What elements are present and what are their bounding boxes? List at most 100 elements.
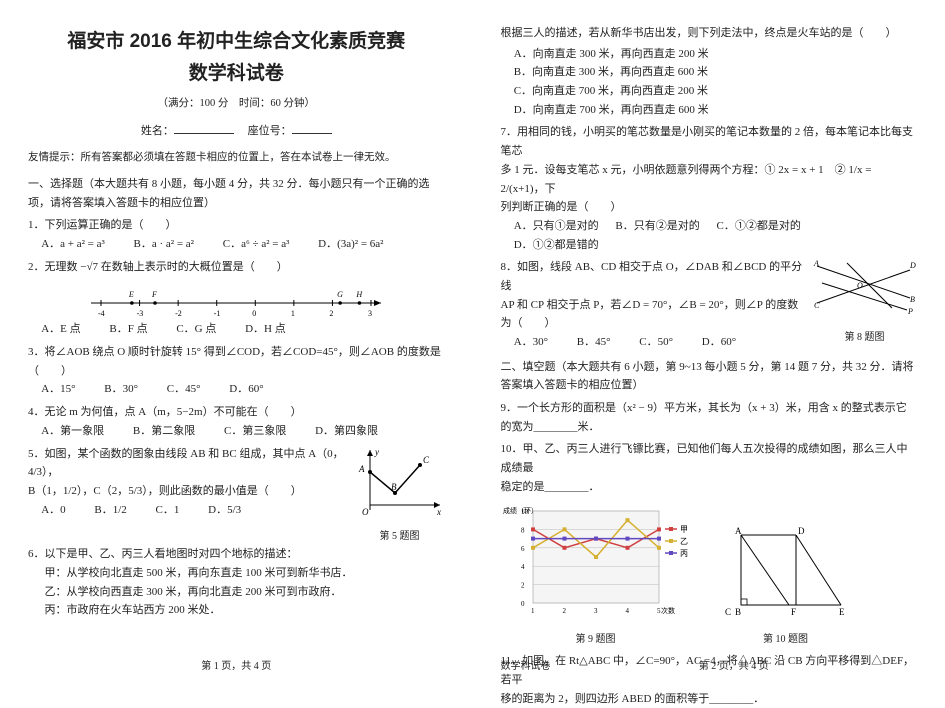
svg-text:2: 2 (330, 309, 334, 318)
q3-opt-b: B．30° (104, 380, 138, 399)
svg-text:6: 6 (521, 544, 525, 552)
q6-line-3: 丙：市政府在火车站西方 200 米处． (45, 601, 445, 620)
q8-figure: A C D B P O (812, 258, 917, 320)
q3-opt-c: C．45° (167, 380, 201, 399)
q6-continued: 根据三人的描述，若从新华书店出发，则下列走法中，终点是火车站的是（ ） A．向南… (501, 24, 918, 119)
seat-label: 座位号： (248, 125, 292, 137)
footer-p2: 第 2 页，共 4 页 (699, 661, 769, 672)
svg-text:2: 2 (562, 607, 566, 615)
q7: 7．用相同的钱，小明买的笔芯数量是小刚买的笔记本数量的 2 倍，每本笔记本比每支… (501, 123, 918, 254)
section-2-heading: 二、填空题（本大题共有 6 小题，第 9~13 每小题 5 分，第 14 题 7… (501, 358, 918, 395)
q6-cont-text: 根据三人的描述，若从新华书店出发，则下列走法中，终点是火车站的是（ ） (501, 24, 918, 43)
q9: 9．一个长方形的面积是（x² − 9）平方米，其长为（x + 3）米，用含 x … (501, 399, 918, 436)
svg-text:C: C (423, 455, 430, 465)
q10-text-a: 10．甲、乙、丙三人进行飞镖比赛，已知他们每人五次投得的成绩如图，那么三人中成绩… (501, 440, 918, 477)
svg-text:O: O (362, 507, 369, 517)
q7-opt-b: B．只有②是对的 (615, 217, 699, 236)
exam-title-1: 福安市 2016 年初中生综合文化素质竞赛 (28, 26, 445, 58)
svg-text:0: 0 (253, 309, 257, 318)
q8-opt-d: D．60° (702, 333, 736, 352)
q10-text-b: 稳定的是________． (501, 478, 918, 497)
q1-opt-c: C．a⁶ ÷ a² = a³ (223, 235, 290, 254)
name-line: 姓名： 座位号： (28, 122, 445, 141)
svg-text:4: 4 (521, 563, 525, 571)
svg-text:B: B (735, 607, 741, 617)
svg-text:x: x (436, 507, 441, 517)
friendly-hint: 友情提示：所有答案都必须填在答题卡相应的位置上，答在本试卷上一律无效。 (28, 149, 445, 167)
q7-text-a: 7．用相同的钱，小明买的笔芯数量是小刚买的笔记本数量的 2 倍，每本笔记本比每支… (501, 123, 918, 160)
q5-opt-a: A．0 (41, 501, 65, 520)
q1-opt-a: A．a + a² = a³ (41, 235, 105, 254)
section-1-heading: 一、选择题（本大题共有 8 小题，每小题 4 分，共 32 分．每小题只有一个正… (28, 175, 445, 212)
seat-blank (292, 122, 332, 134)
q4-opt-a: A．第一象限 (41, 422, 104, 441)
q8-opt-a: A．30° (514, 333, 548, 352)
q4-opt-b: B．第二象限 (133, 422, 195, 441)
svg-text:3: 3 (594, 607, 598, 615)
q5: x y O A B C 第 5 题图 5．如图，某个函数的图象由线段 AB 和 … (28, 445, 445, 520)
svg-text:1: 1 (291, 309, 295, 318)
q2-opt-c: C．G 点 (176, 320, 216, 339)
svg-text:H: H (356, 290, 364, 299)
exam-title-2: 数学科试卷 (28, 58, 445, 90)
svg-text:-1: -1 (214, 309, 221, 318)
page-1: 福安市 2016 年初中生综合文化素质竞赛 数学科试卷 （满分：100 分 时间… (0, 0, 473, 683)
q3-text: 3．将∠AOB 绕点 O 顺时针旋转 15° 得到∠COD，若∠COD=45°，… (28, 343, 445, 380)
q3-opt-d: D．60° (229, 380, 263, 399)
footer-page-1: 第 1 页，共 4 页 (28, 658, 445, 675)
svg-text:丙: 丙 (680, 549, 688, 558)
svg-text:成绩（环）: 成绩（环） (503, 506, 538, 515)
svg-text:1: 1 (531, 607, 535, 615)
svg-text:F: F (151, 290, 157, 299)
q5-opt-b: B．1/2 (94, 501, 126, 520)
q6-text: 6．以下是甲、乙、丙三人看地图时对四个地标的描述： (28, 545, 445, 564)
svg-text:D: D (798, 526, 805, 536)
q10: 10．甲、乙、丙三人进行飞镖比赛，已知他们每人五次投得的成绩如图，那么三人中成绩… (501, 440, 918, 648)
svg-text:y: y (374, 447, 379, 457)
q2-text: 2．无理数 −√7 在数轴上表示时的大概位置是（ ） (28, 258, 445, 277)
q3-opt-a: A．15° (41, 380, 75, 399)
q3: 3．将∠AOB 绕点 O 顺时针旋转 15° 得到∠COD，若∠COD=45°，… (28, 343, 445, 399)
q1-opt-d: D．(3a)² = 6a² (318, 235, 383, 254)
q10-chart-block: 024681012345成绩（环）次数甲乙丙 第 9 题图 (501, 503, 691, 649)
svg-text:C: C (725, 607, 731, 617)
svg-text:0: 0 (521, 600, 525, 608)
q10-quad-block: A D B C F E 第 10 题图 (721, 523, 851, 649)
q8: A C D B P O 第 8 题图 8．如图，线段 AB、CD 相交于点 O，… (501, 258, 918, 351)
q6-line-2: 乙：从学校向西直走 300 米，再向北直走 200 米可到市政府． (45, 583, 445, 602)
line-chart: 024681012345成绩（环）次数甲乙丙 (501, 503, 691, 623)
q6-opt-b: B．向南直走 300 米，再向西直走 600 米 (514, 63, 708, 82)
q6-line-1: 甲：从学校向北直走 500 米，再向东直走 100 米可到新华书店． (45, 564, 445, 583)
fig10-caption: 第 10 题图 (721, 631, 851, 648)
svg-text:4: 4 (625, 607, 629, 615)
quad-figure: A D B C F E (721, 523, 851, 623)
svg-text:G: G (337, 290, 343, 299)
fig9-caption: 第 9 题图 (501, 631, 691, 648)
q2-opt-a: A．E 点 (41, 320, 80, 339)
svg-text:2: 2 (521, 581, 525, 589)
svg-text:A: A (735, 526, 742, 536)
name-blank (174, 122, 234, 134)
q5-opt-c: C．1 (156, 501, 180, 520)
footer-center: 数学科试卷 (501, 658, 551, 675)
q8-opt-c: C．50° (639, 333, 673, 352)
q6: 6．以下是甲、乙、丙三人看地图时对四个地标的描述： 甲：从学校向北直走 500 … (28, 545, 445, 620)
q1-text: 1．下列运算正确的是（ ） (28, 216, 445, 235)
q7-opt-a: A．只有①是对的 (514, 217, 599, 236)
q2-opt-b: B．F 点 (109, 320, 147, 339)
q7-opt-c: C．①②都是对的 (716, 217, 800, 236)
q7-text-b: 多 1 元．设每支笔芯 x 元，小明依题意列得两个方程：① 2x = x + 1… (501, 161, 918, 198)
number-line-figure: -4-3-2-10123EFGH (81, 278, 391, 318)
svg-text:-2: -2 (175, 309, 182, 318)
svg-text:P: P (907, 307, 913, 316)
svg-text:甲: 甲 (680, 525, 688, 534)
footer-page-2: 数学科试卷 第 2 页，共 4 页 (501, 658, 918, 675)
q4-opt-d: D．第四象限 (315, 422, 378, 441)
q1: 1．下列运算正确的是（ ） A．a + a² = a³ B．a · a² = a… (28, 216, 445, 253)
svg-text:A: A (813, 259, 819, 268)
svg-text:乙: 乙 (680, 537, 688, 546)
svg-text:次数: 次数 (661, 606, 675, 615)
svg-text:O: O (857, 281, 863, 290)
q11-text-b: 移的距离为 2，则四边形 ABED 的面积等于________． (501, 690, 918, 708)
q4-text: 4．无论 m 为何值，点 A（m，5−2m）不可能在（ ） (28, 403, 445, 422)
